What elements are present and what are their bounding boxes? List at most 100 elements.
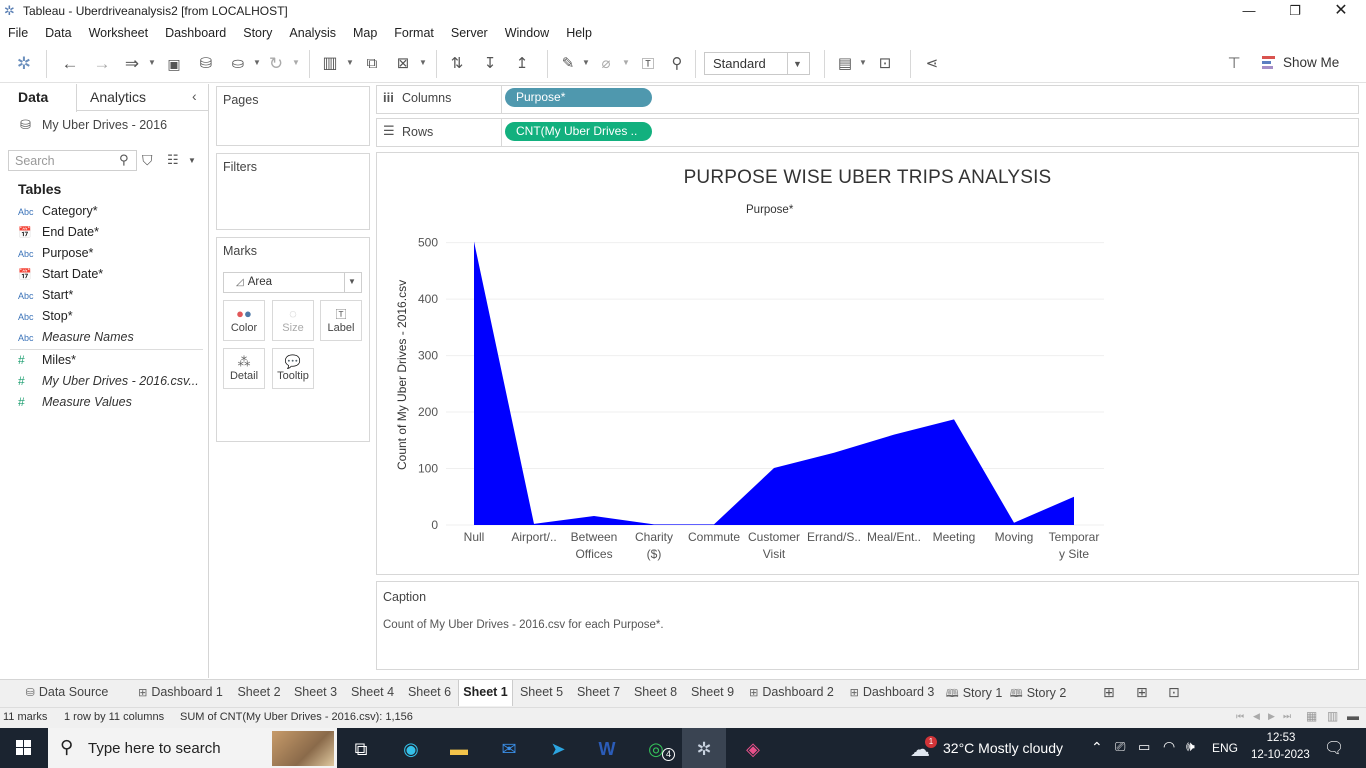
chevron-down-icon[interactable]: ▼ (419, 58, 427, 67)
last-sheet-icon[interactable]: ⏭ (1283, 711, 1292, 721)
word-icon[interactable]: W (598, 739, 616, 759)
new-worksheet-icon[interactable]: ▥ (322, 55, 338, 72)
group-members-icon[interactable]: ⌀ (601, 55, 611, 72)
menu-story[interactable]: Story (243, 26, 273, 40)
menu-help[interactable]: Help (566, 26, 592, 40)
field-category[interactable]: Abc Category* (18, 204, 203, 225)
menu-map[interactable]: Map (352, 26, 378, 40)
weather-text[interactable]: 32°C Mostly cloudy (943, 740, 1063, 756)
field-miles[interactable]: # Miles* (18, 353, 203, 374)
highlight-icon[interactable]: ✎ (561, 55, 575, 72)
new-worksheet-tab-icon[interactable]: ⊞ (1103, 684, 1115, 700)
windows-start-icon[interactable] (0, 728, 48, 768)
menu-dashboard[interactable]: Dashboard (165, 26, 227, 40)
sheet-tab-data-source[interactable]: ⛁ Data Source (4, 680, 130, 706)
chevron-down-icon[interactable]: ▼ (346, 58, 354, 67)
filmstrip-icon[interactable]: ▥ (1327, 709, 1339, 723)
telegram-icon[interactable]: ➤ (550, 739, 566, 759)
edge-icon[interactable]: ◉ (403, 739, 419, 759)
sheet-tab-sheet-5[interactable]: Sheet 5 (513, 680, 570, 706)
collapse-pane-icon[interactable]: ‹ (192, 88, 197, 104)
show-mark-labels-icon[interactable]: 🅃 (641, 57, 654, 71)
sheet-tab-sheet-1[interactable]: Sheet 1 (458, 680, 513, 706)
pages-card[interactable]: Pages (216, 86, 370, 146)
sheet-tab-sheet-3[interactable]: Sheet 3 (287, 680, 344, 706)
new-dashboard-tab-icon[interactable]: ⊞ (1136, 684, 1148, 700)
label-button[interactable]: 🅃 Label (320, 300, 362, 341)
replay-icon[interactable]: ⇒ (124, 54, 140, 73)
field-measure-values[interactable]: # Measure Values (18, 395, 203, 416)
mark-type-dropdown[interactable]: ◿ Area ▼ (223, 272, 362, 293)
show-me-button[interactable]: Show Me (1283, 55, 1339, 70)
tableau-taskbar-icon[interactable]: ✲ (696, 739, 712, 759)
tray-chevron-up-icon[interactable]: ⌃ (1091, 739, 1103, 755)
chevron-down-icon[interactable]: ▼ (793, 59, 802, 69)
field-start-date[interactable]: 📅 Start Date* (18, 267, 203, 288)
wifi-icon[interactable]: ◠ (1163, 738, 1176, 754)
columns-pill-purpose[interactable]: Purpose* (505, 88, 652, 107)
sheet-sorter-icon[interactable]: ▦ (1306, 709, 1318, 723)
columns-shelf[interactable] (376, 85, 1359, 114)
datasource-name[interactable]: My Uber Drives - 2016 (42, 118, 168, 132)
menu-worksheet[interactable]: Worksheet (88, 26, 149, 40)
mail-icon[interactable]: ✉ (501, 739, 517, 759)
menu-data[interactable]: Data (45, 26, 72, 40)
sheet-tab-sheet-7[interactable]: Sheet 7 (570, 680, 627, 706)
first-sheet-icon[interactable]: ⏮ (1236, 711, 1245, 721)
chevron-down-icon[interactable]: ▼ (253, 58, 261, 67)
clock-date[interactable]: 12-10-2023 (1251, 749, 1310, 761)
prev-sheet-icon[interactable]: ◀ (1253, 711, 1260, 721)
sort-ascending-icon[interactable]: ↧ (483, 55, 497, 72)
sheet-tab-sheet-4[interactable]: Sheet 4 (344, 680, 401, 706)
area-chart[interactable]: 0 100 200 300 400 500 Null Airport/.. Between Of… (376, 225, 1136, 570)
menu-window[interactable]: Window (504, 26, 550, 40)
tabs-view-icon[interactable]: ▬ (1347, 709, 1359, 723)
show-cards-icon[interactable]: ▤ (837, 55, 853, 72)
sheet-tab-sheet-9[interactable]: Sheet 9 (684, 680, 741, 706)
filters-card[interactable]: Filters (216, 153, 370, 230)
size-button[interactable]: ◌ Size (272, 300, 314, 341)
chevron-down-icon[interactable]: ▼ (188, 156, 196, 165)
battery-icon[interactable]: ▭ (1138, 739, 1151, 754)
chevron-down-icon[interactable]: ▼ (292, 58, 300, 67)
field-start[interactable]: Abc Start* (18, 288, 203, 309)
sort-descending-icon[interactable]: ↥ (515, 55, 529, 72)
restore-icon[interactable]: ❐ (1289, 3, 1301, 18)
field-measure-names[interactable]: Abc Measure Names (18, 330, 203, 351)
view-options-icon[interactable]: ☷ (167, 152, 179, 167)
color-button[interactable]: ●● Color (223, 300, 265, 341)
clock-time[interactable]: 12:53 (1266, 732, 1296, 744)
area-mark[interactable] (474, 241, 1074, 525)
field-stop[interactable]: Abc Stop* (18, 309, 203, 330)
tab-data[interactable]: Data (18, 89, 49, 105)
field-purpose[interactable]: Abc Purpose* (18, 246, 203, 267)
new-story-tab-icon[interactable]: ⊡ (1168, 684, 1180, 700)
save-icon[interactable]: ▣ (167, 56, 181, 72)
undo-icon[interactable]: ← (61, 54, 79, 73)
task-view-icon[interactable]: ⧉ (354, 739, 368, 759)
tab-analytics[interactable]: Analytics (90, 89, 147, 105)
tooltip-button[interactable]: 💬 Tooltip (272, 348, 314, 389)
menu-analysis[interactable]: Analysis (289, 26, 336, 40)
sheet-tab-dashboard-1[interactable]: ⊞ Dashboard 1 (130, 680, 231, 706)
sheet-tab-story-1[interactable]: 🕮 Story 1 (942, 680, 1006, 706)
whatsapp-icon[interactable]: ◎ (648, 739, 664, 759)
fit-dropdown[interactable]: Standard (704, 52, 810, 75)
menu-file[interactable]: File (8, 26, 29, 40)
chevron-down-icon[interactable]: ▼ (148, 58, 156, 67)
clear-sheet-icon[interactable]: ⊠ (396, 55, 410, 72)
pause-updates-icon[interactable]: ⛀ (231, 55, 245, 72)
field-record-count[interactable]: # My Uber Drives - 2016.csv... (18, 374, 203, 395)
menu-format[interactable]: Format (394, 26, 434, 40)
sheet-tab-sheet-8[interactable]: Sheet 8 (627, 680, 684, 706)
show-me-icon[interactable] (1262, 55, 1276, 69)
detail-button[interactable]: ⁂ Detail (223, 348, 265, 389)
rows-pill-count[interactable]: CNT(My Uber Drives .. (505, 122, 652, 141)
duplicate-sheet-icon[interactable]: ⧉ (366, 55, 378, 72)
swap-rows-columns-icon[interactable]: ⇅ (450, 55, 464, 72)
sheet-tab-sheet-6[interactable]: Sheet 6 (401, 680, 458, 706)
rows-shelf[interactable] (376, 118, 1359, 147)
share-icon[interactable]: ⋖ (925, 55, 939, 72)
notification-icon[interactable]: 🗨 (1324, 740, 1345, 757)
file-explorer-icon[interactable]: ▬ (450, 739, 468, 759)
